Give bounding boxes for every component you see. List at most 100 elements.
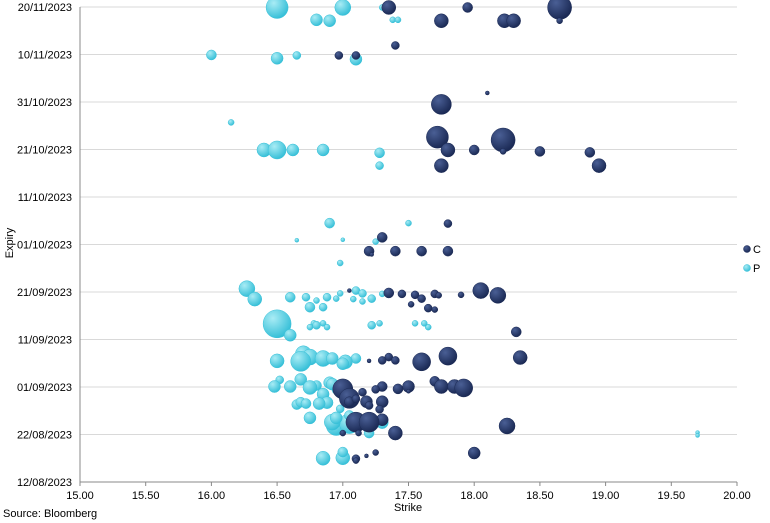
bubble-p — [336, 290, 344, 297]
bubble-c — [489, 287, 507, 304]
bubble-c — [351, 51, 361, 60]
bubble-p — [374, 147, 385, 159]
bubble-p — [316, 143, 330, 157]
bubble-c — [512, 350, 528, 365]
bubble-p — [294, 373, 308, 386]
bubble-c — [426, 125, 449, 149]
bubble-c — [407, 301, 415, 308]
bubble-p — [206, 49, 217, 61]
bubble-c — [442, 245, 454, 257]
y-tick-label: 21/09/2023 — [17, 287, 72, 299]
bubble-c — [339, 429, 347, 437]
y-tick-label: 10/11/2023 — [18, 50, 72, 62]
bubble-c — [467, 446, 481, 460]
bubble-p — [286, 143, 300, 157]
bubble-p — [405, 219, 412, 227]
bubble-c — [355, 429, 362, 437]
y-tick-label: 22/08/2023 — [17, 430, 72, 442]
legend-label-p: P — [753, 263, 760, 275]
bubble-p — [301, 292, 311, 302]
bubble-p — [350, 295, 357, 303]
bubble-c — [472, 282, 490, 299]
bubble-c — [498, 417, 516, 435]
bubble-c — [388, 425, 403, 441]
bubble-p — [310, 13, 323, 27]
x-tick-label: 15.50 — [132, 490, 160, 502]
bubble-c — [358, 387, 367, 397]
bubble-p — [312, 321, 321, 330]
bubble-p — [292, 51, 302, 60]
x-tick-label: 18.50 — [526, 490, 554, 502]
bubble-c — [397, 289, 407, 299]
x-tick-label: 20.00 — [723, 490, 751, 502]
bubble-p — [319, 320, 327, 327]
bubble-p — [303, 411, 317, 425]
bubble-p — [306, 323, 314, 331]
bubbles — [206, 0, 700, 466]
axes — [79, 7, 738, 486]
bubble-p — [424, 323, 432, 331]
bubble-c — [364, 453, 369, 459]
bubble-p — [312, 397, 326, 410]
bubble-c — [440, 142, 456, 158]
bubble-p — [695, 433, 700, 438]
x-tick-label: 17.50 — [395, 490, 423, 502]
bubble-p — [265, 0, 289, 19]
bubble-p — [329, 411, 343, 425]
bubble-c — [556, 17, 563, 25]
bubble-p — [269, 353, 285, 369]
bubble-c — [406, 389, 411, 394]
bubble-p — [227, 119, 235, 126]
bubble-p — [337, 446, 349, 458]
x-tick-label: 16.00 — [198, 490, 226, 502]
bubble-c — [377, 356, 387, 365]
bubble-c — [375, 405, 384, 414]
bubble-c — [423, 303, 433, 313]
y-tick-label: 11/09/2023 — [18, 335, 72, 347]
bubble-p — [318, 302, 328, 312]
bubble-p — [335, 404, 345, 414]
bubble-c — [434, 379, 449, 394]
bubble-p — [326, 352, 339, 365]
x-tick-label: 16.50 — [263, 490, 291, 502]
y-tick-label: 31/10/2023 — [17, 97, 72, 109]
bubble-p — [283, 380, 297, 393]
bubble-p — [336, 259, 344, 267]
bubble-c — [591, 158, 607, 173]
x-tick-label: 18.00 — [460, 490, 488, 502]
bubble-p — [284, 291, 296, 303]
bubble-p — [411, 320, 419, 327]
bubble-p — [421, 320, 428, 327]
bubble-c — [416, 245, 427, 257]
bubble-c — [334, 51, 344, 60]
y-tick-label: 12/08/2023 — [17, 477, 72, 489]
gridlines — [80, 6, 737, 483]
bubble-c — [358, 411, 380, 433]
bubble-c — [454, 378, 473, 398]
bubble-p — [268, 380, 281, 393]
bubble-c — [351, 394, 361, 404]
bubble-p — [367, 294, 376, 303]
bubble-p — [300, 398, 312, 409]
bubble-c — [438, 346, 458, 366]
bubble-c — [431, 94, 452, 115]
bubble-c — [547, 0, 572, 20]
bubble-p — [302, 380, 318, 395]
bubble-c — [584, 147, 596, 158]
bubble-c — [435, 292, 442, 299]
bubble-p — [367, 321, 376, 330]
bubble-c — [376, 232, 388, 243]
bubble-p — [238, 280, 256, 297]
y-tick-label: 21/10/2023 — [17, 145, 72, 157]
bubble-p — [376, 320, 383, 327]
bubble-p — [290, 351, 312, 372]
bubble-p — [304, 301, 316, 313]
bubble-c — [468, 144, 480, 156]
bubble-p — [324, 217, 335, 229]
bubble-c — [506, 13, 521, 29]
bubble-c — [390, 245, 401, 257]
bubble-c — [381, 0, 397, 15]
bubble-c — [534, 146, 546, 157]
bubble-c — [434, 158, 449, 173]
bubble-c — [391, 356, 400, 365]
